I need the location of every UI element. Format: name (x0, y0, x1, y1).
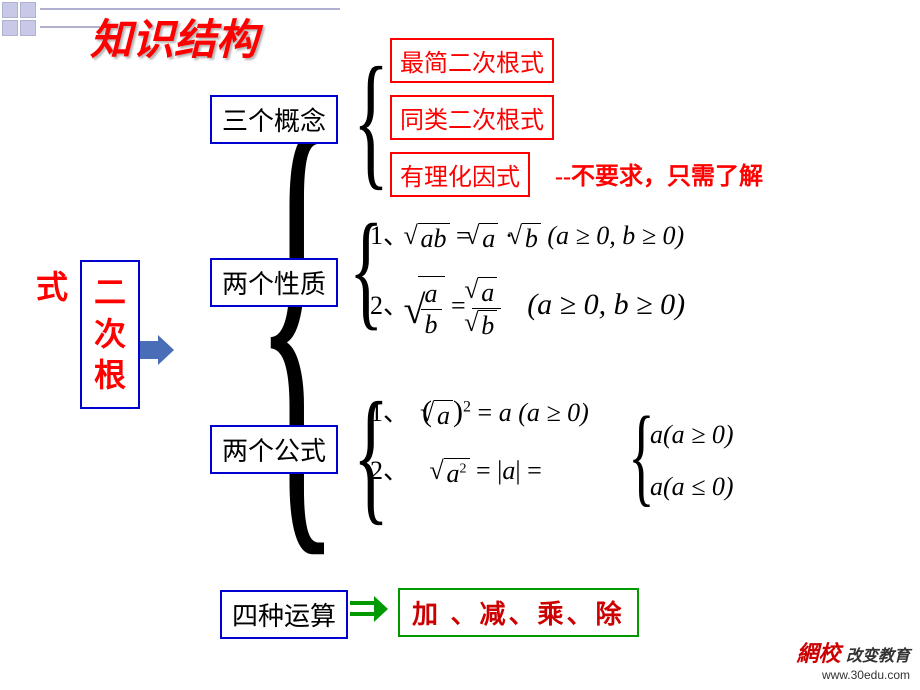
corner-decoration (0, 0, 80, 60)
logo-brand: 網校 (796, 641, 840, 666)
formula-2-case2: a(a ≤ 0) (650, 472, 734, 502)
arrow-icon (140, 335, 174, 365)
property-formula-1: 1、 √ab = √a · √b (a ≥ 0, b ≥ 0) (370, 215, 684, 254)
concept-item: 有理化因式 (390, 152, 530, 197)
category-properties: 两个性质 (210, 258, 338, 307)
logo-slogan: 改变教育 (846, 648, 910, 665)
concept-item: 最简二次根式 (390, 38, 554, 83)
formula-2: 2、 √a2 = |a| = (370, 450, 542, 489)
formula-index: 2、 (370, 456, 409, 485)
main-topic-char: 次 (86, 314, 134, 356)
property-formula-2: 2、 √ ab = √a √b (a ≥ 0, b ≥ 0) (370, 275, 685, 341)
category-concepts: 三个概念 (210, 95, 338, 144)
formula-condition: (a ≥ 0, b ≥ 0) (527, 288, 685, 321)
category-formulas: 两个公式 (210, 425, 338, 474)
category-operations: 四种运算 (220, 590, 348, 639)
arrow-green-icon (350, 598, 390, 622)
main-topic-side-char: 式 (36, 262, 68, 308)
concept-item: 同类二次根式 (390, 95, 554, 140)
formula-condition: (a ≥ 0, b ≥ 0) (547, 221, 684, 250)
formula-index: 1、 (370, 398, 409, 427)
formula-condition: (a ≥ 0) (518, 398, 589, 427)
page-title: 知识结构 (90, 6, 258, 67)
formula-1: 1、 (√a)2 = a (a ≥ 0) (370, 392, 589, 431)
concept-note: --不要求，只需了解 (555, 156, 763, 191)
formula-2-case1: a(a ≥ 0) (650, 420, 734, 450)
brace-concepts: { (353, 45, 389, 195)
main-topic-box: 二 次 根 (80, 260, 140, 409)
main-topic-char: 根 (86, 355, 134, 397)
main-topic-char: 二 (86, 272, 134, 314)
logo-url: www.30edu.com (796, 668, 910, 682)
operations-box: 加 、减、乘、除 (398, 588, 639, 637)
footer-logo: 網校 改变教育 www.30edu.com (796, 636, 910, 682)
